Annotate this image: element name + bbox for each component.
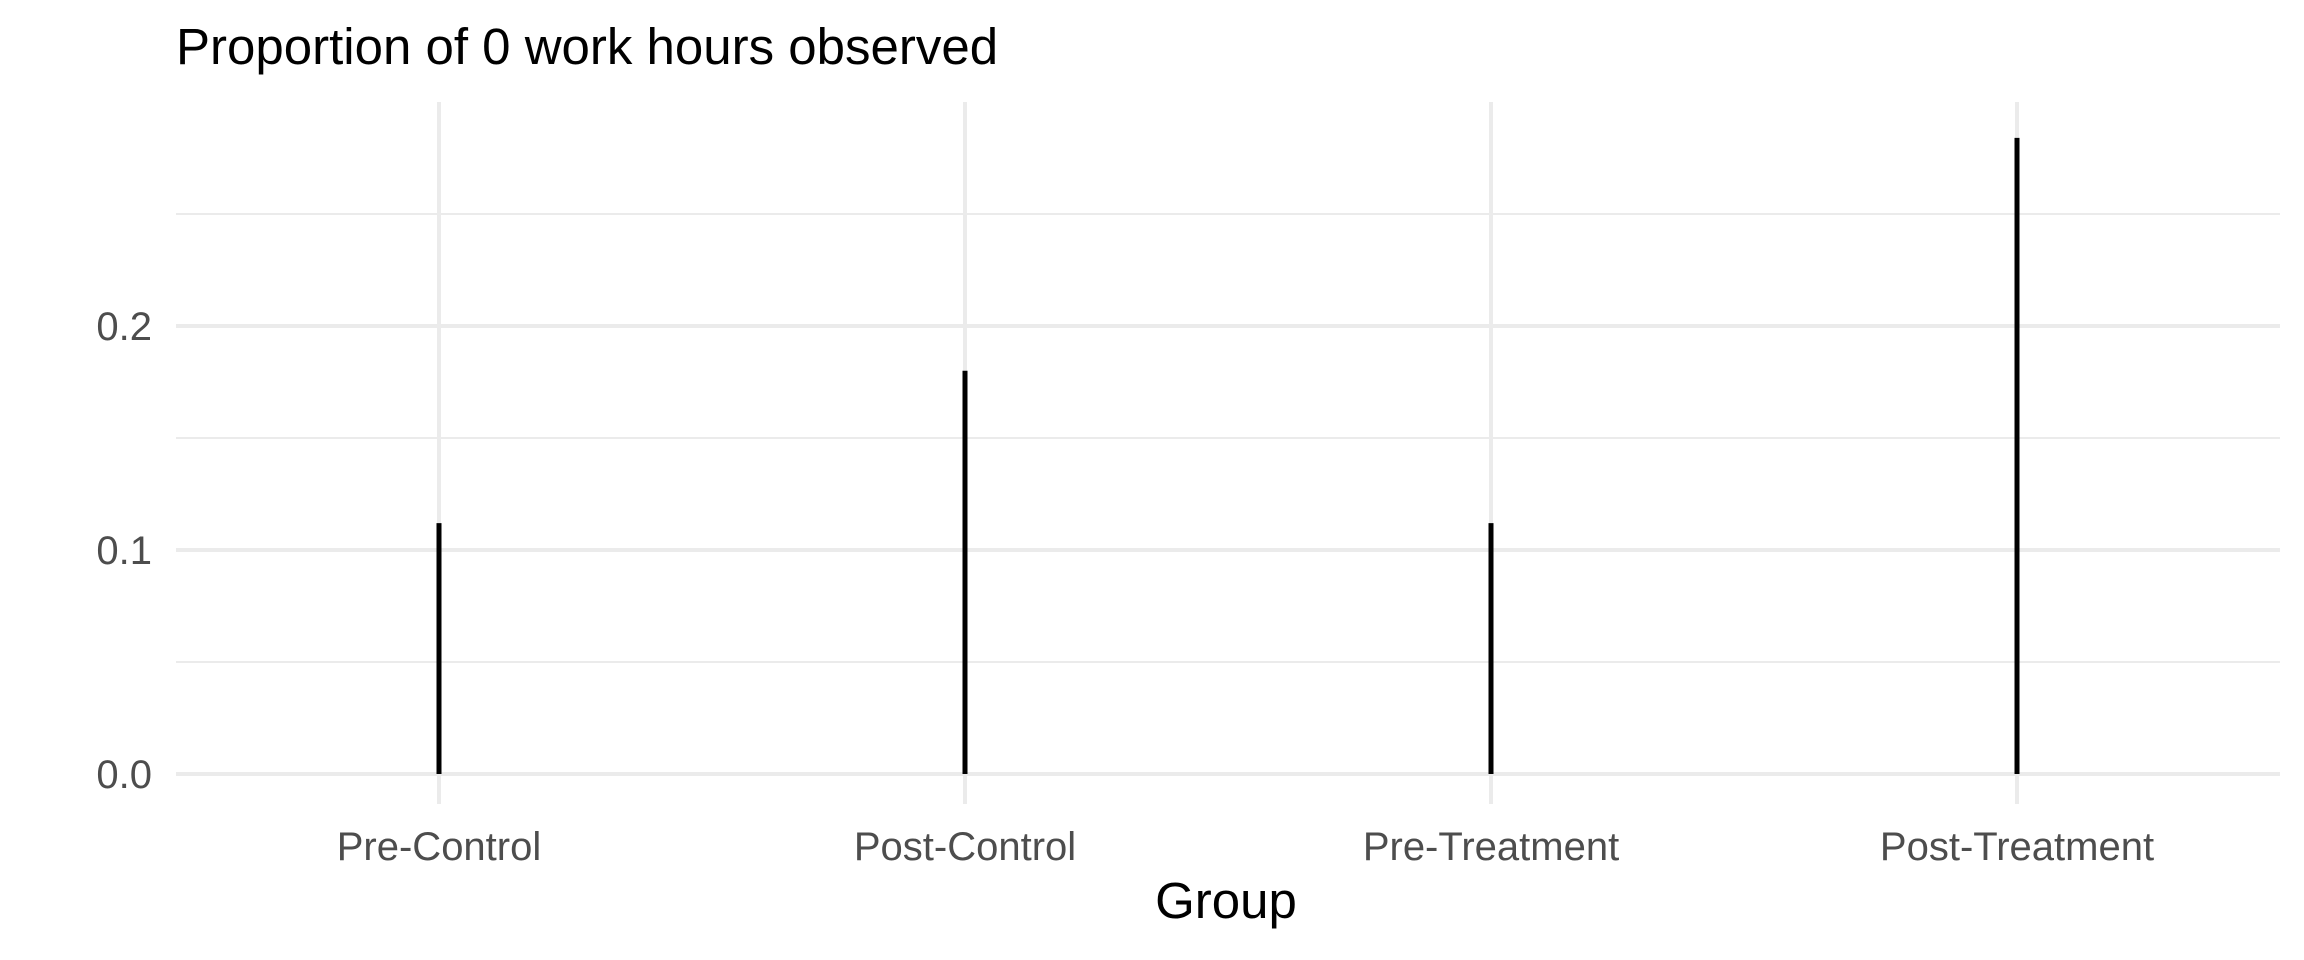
label-layer: 0.0 0.1 0.2 Pre-Control Post-Control Pre-Trea…: [96, 305, 2154, 869]
y-tick-label: 0.2: [96, 305, 152, 349]
x-axis-title: Group: [1155, 872, 1297, 929]
x-tick-label: Pre-Treatment: [1363, 825, 1619, 869]
x-tick-label: Pre-Control: [337, 825, 542, 869]
bar-layer: [436, 137, 2020, 774]
grid-layer: [176, 102, 2280, 804]
x-tick-label: Post-Control: [854, 825, 1076, 869]
y-tick-label: 0.1: [96, 529, 152, 573]
chart-title: Proportion of 0 work hours observed: [176, 18, 998, 75]
x-tick-label: Post-Treatment: [1880, 825, 2154, 869]
y-tick-label: 0.0: [96, 753, 152, 797]
